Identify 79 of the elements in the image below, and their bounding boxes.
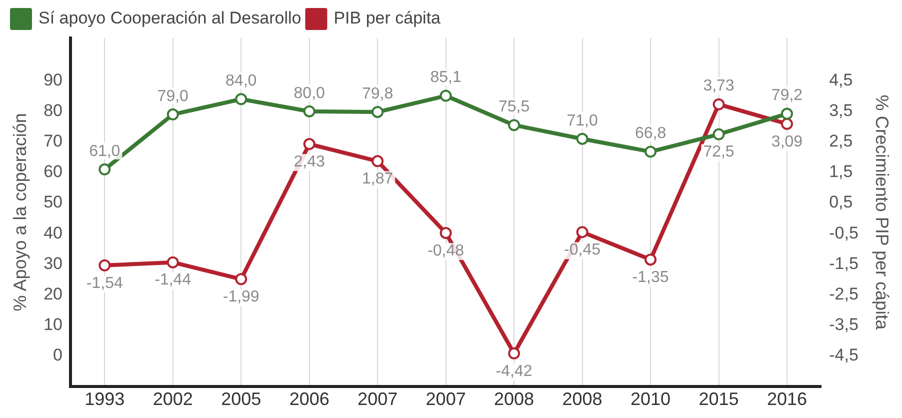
data-label: 85,1 <box>430 69 462 86</box>
point <box>166 108 179 120</box>
data-label: 66,8 <box>634 125 666 142</box>
point <box>508 119 520 132</box>
legend-label: Sí apoyo Cooperación al Desarollo <box>38 8 302 28</box>
data-label: 1,87 <box>362 170 394 188</box>
data-label: -0,45 <box>564 241 601 258</box>
data-label: 79,8 <box>362 85 394 102</box>
data-label: -1,44 <box>154 272 192 289</box>
x-tick-label: 2008 <box>562 389 602 410</box>
x-tick-label: 2007 <box>426 389 466 410</box>
y2-tick-label: -4,5 <box>829 346 858 365</box>
data-label: 3,73 <box>703 78 734 95</box>
y-tick-label: 50 <box>44 192 63 212</box>
point <box>235 273 248 286</box>
x-tick-label: 2002 <box>152 389 193 410</box>
y-tick-label: 10 <box>44 314 63 334</box>
x-tick-label: 2006 <box>289 389 330 410</box>
point <box>644 146 657 158</box>
point <box>303 138 316 150</box>
y2-tick-label: -0,5 <box>829 223 858 242</box>
data-label: 72,5 <box>703 144 734 161</box>
point <box>780 108 793 120</box>
point <box>440 90 452 102</box>
point <box>644 254 657 266</box>
data-label: 3,09 <box>771 133 803 150</box>
x-tick-label: 2005 <box>221 389 262 410</box>
x-tick-label: 2016 <box>766 389 808 410</box>
data-label: 80,0 <box>294 84 326 102</box>
data-label: 71,0 <box>566 112 598 130</box>
point <box>576 132 588 145</box>
y-tick-label: 90 <box>44 70 63 90</box>
y2-tick-label: -2,5 <box>829 284 858 304</box>
data-label: 79,0 <box>157 88 189 105</box>
data-label: 84,0 <box>226 72 257 90</box>
point <box>372 106 384 118</box>
data-label: -1,35 <box>632 268 669 286</box>
point <box>712 98 725 110</box>
point <box>712 128 725 140</box>
x-tick-label: 1993 <box>84 389 125 410</box>
x-tick-label: 2015 <box>698 389 739 410</box>
y-tick-label: 70 <box>44 132 63 151</box>
data-label: 61,0 <box>89 142 120 160</box>
point <box>98 259 111 272</box>
y2-tick-label: 0,5 <box>829 192 853 212</box>
y-tick-label: 20 <box>44 284 63 304</box>
y-axis-title: % Apoyo a la coperación <box>10 113 30 312</box>
data-label: -1,99 <box>222 288 260 306</box>
y2-tick-label: -3,5 <box>829 314 858 334</box>
point <box>780 118 793 130</box>
y2-tick-label: 2,5 <box>829 132 853 151</box>
x-tick-label: 2008 <box>494 389 534 410</box>
data-label: -4,42 <box>496 362 532 380</box>
y-tick-label: 0 <box>53 346 63 365</box>
point <box>576 226 588 238</box>
data-label: 79,2 <box>771 87 803 104</box>
data-label: 2,43 <box>294 153 326 170</box>
y2-axis-title: % Crecimiento PIP per cápita <box>872 94 892 331</box>
point <box>372 155 384 168</box>
point <box>440 226 452 239</box>
point <box>98 163 111 176</box>
y-tick-label: 30 <box>44 254 63 273</box>
data-label: -1,54 <box>86 274 123 292</box>
legend-label: PIB per cápita <box>334 8 442 28</box>
point <box>235 93 248 106</box>
point <box>303 105 316 118</box>
data-label: 75,5 <box>498 98 530 116</box>
y2-tick-label: 4,5 <box>829 70 853 90</box>
y2-tick-label: 1,5 <box>829 162 853 182</box>
y2-tick-label: -1,5 <box>829 254 858 273</box>
y-tick-label: 40 <box>44 223 63 242</box>
point <box>166 256 179 268</box>
point <box>508 347 520 360</box>
x-tick-label: 2010 <box>630 389 671 410</box>
y-tick-label: 60 <box>44 162 63 182</box>
y-tick-label: 80 <box>44 101 63 120</box>
y2-tick-label: 3,5 <box>829 101 853 120</box>
x-tick-label: 2007 <box>358 389 398 410</box>
data-label: -0,48 <box>428 242 464 260</box>
